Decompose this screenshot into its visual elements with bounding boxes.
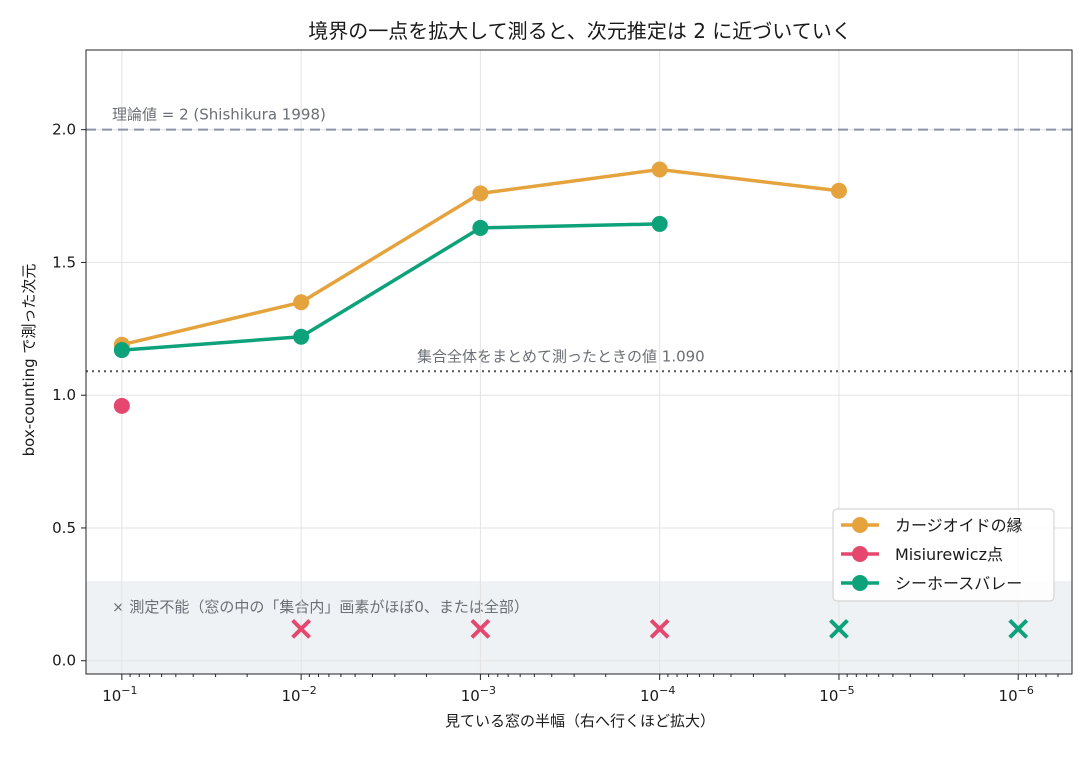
x-tick-label: 10−3 — [461, 684, 496, 705]
unmeasurable-marker-stroke — [649, 618, 670, 639]
unmeasurable-marker — [470, 618, 491, 639]
chart-title: 境界の一点を拡大して測ると、次元推定は 2 に近づいていく — [308, 19, 851, 43]
legend-item: Misiurewicz点 — [841, 545, 1003, 564]
series-group — [113, 161, 1029, 639]
legend-item: カージオイドの縁 — [841, 516, 1023, 535]
reference-lines-group: 理論値 = 2 (Shishikura 1998) 集合全体をまとめて測ったときの… — [86, 106, 1072, 373]
axes-group: 0.0 0.5 1.0 1.5 2.0 10−1 10−2 10−3 10−4 10−5 10−6 — [52, 49, 1073, 705]
x-tick-label: 10−2 — [281, 684, 316, 705]
data-point — [472, 185, 489, 202]
unmeasurable-marker — [1008, 618, 1029, 639]
x-tick-label: 10−6 — [999, 684, 1034, 705]
y-tick-label: 0.0 — [52, 652, 76, 670]
legend-item: シーホースバレー — [841, 574, 1022, 593]
data-point — [293, 328, 310, 345]
unmeasurable-marker — [649, 618, 670, 639]
x-tick-label: 10−4 — [640, 684, 675, 705]
unmeasurable-marker — [829, 618, 849, 639]
legend-label: シーホースバレー — [895, 574, 1022, 593]
x-tick-label: 10−1 — [102, 684, 137, 705]
unmeasurable-marker — [291, 618, 312, 639]
y-tick-label: 2.0 — [52, 121, 76, 139]
plot-frame — [85, 49, 1073, 675]
x-axis-label: 見ている窓の半幅（右へ行くほど拡大） — [445, 712, 715, 730]
legend-label: Misiurewicz点 — [895, 545, 1003, 564]
series-line — [121, 222, 660, 352]
unmeasurable-marker-stroke — [1008, 618, 1029, 639]
y-axis-label: box-counting で測った次元 — [20, 264, 38, 457]
data-point — [113, 342, 130, 359]
y-tick-label: 1.0 — [52, 386, 76, 404]
legend-swatch-marker — [852, 546, 868, 562]
data-point — [113, 397, 130, 414]
data-point — [651, 161, 668, 178]
reference-line-label: 集合全体をまとめて測ったときの値 1.090 — [417, 347, 705, 365]
legend-label: カージオイドの縁 — [895, 516, 1023, 535]
legend-swatch-marker — [852, 517, 868, 533]
y-tick-label: 0.5 — [52, 519, 76, 537]
legend-box — [832, 508, 1055, 602]
x-tick-label: 10−5 — [819, 684, 854, 705]
data-point — [472, 219, 489, 236]
unmeasurable-band-label: × 測定不能（窓の中の「集合内」画素がほぼ0、または全部） — [112, 598, 529, 616]
legend-swatch-marker — [852, 575, 868, 591]
data-point — [651, 215, 668, 232]
unmeasurable-marker-stroke — [291, 618, 312, 639]
data-point — [293, 294, 310, 311]
unmeasurable-marker-stroke — [829, 618, 849, 639]
y-tick-label: 1.5 — [52, 253, 76, 271]
unmeasurable-marker-stroke — [470, 618, 491, 639]
data-point — [830, 182, 847, 199]
reference-line-label: 理論値 = 2 (Shishikura 1998) — [112, 106, 326, 124]
